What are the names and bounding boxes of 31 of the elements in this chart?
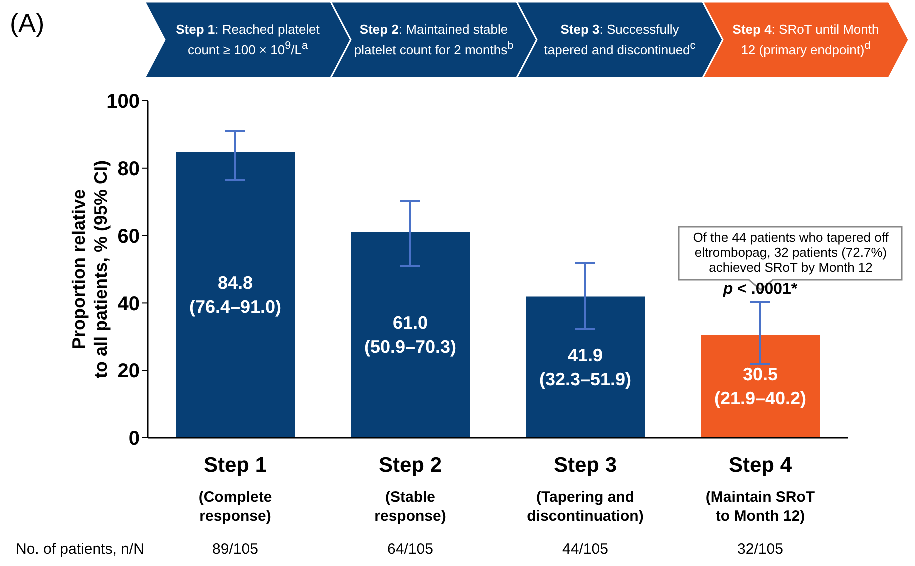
x-tick-label: Step 4 (Maintain SRoT to Month 12) xyxy=(706,454,816,525)
text: Step 3: Successfully tapered and discontinued$^{c}$ xyxy=(543,22,697,58)
bar xyxy=(526,296,645,438)
bar xyxy=(351,232,470,438)
annotation: p < .0001* xyxy=(722,280,799,299)
text: Step 2: Maintained stable platelet count for 2 months$^{b}$ xyxy=(353,22,515,58)
text: 64/105 xyxy=(386,541,434,558)
y-axis-title: Proportion relative to all patients, % (95% CI) xyxy=(69,160,111,379)
y-tick-label: 80 xyxy=(118,158,140,180)
data-label: 61.0 (50.9–70.3) xyxy=(364,313,457,358)
x-tick-label: Step 2 (Stable response) xyxy=(374,454,446,525)
text: No. of patients, n/N xyxy=(16,541,144,558)
annotation: Of the 44 patients who tapered off eltrombopag, 32 patients (72.7%) achieved SRoT by Month 12 xyxy=(692,230,890,275)
bar xyxy=(176,152,295,438)
data-label: 41.9 (32.3–51.9) xyxy=(539,345,632,390)
text: 44/105 xyxy=(562,541,610,558)
y-tick-label: 100 xyxy=(106,91,140,114)
y-tick-label: 40 xyxy=(118,293,140,316)
data-label: 30.5 (21.9–40.2) xyxy=(714,364,807,409)
data-label: 84.8 (76.4–91.0) xyxy=(189,273,282,318)
x-tick-label: Step 3 (Tapering and discontinuation) xyxy=(527,454,644,525)
y-tick-label: 0 xyxy=(128,428,140,450)
text: Step 1: Reached platelet count ≥ 100 × 10$^{9}$/L$^{a}$ xyxy=(175,22,321,58)
y-tick-label: 60 xyxy=(118,226,140,248)
y-tick-label: 20 xyxy=(118,360,140,383)
x-tick-label: Step 1 (Complete response) xyxy=(198,454,272,525)
text: (A) xyxy=(10,8,45,39)
bar xyxy=(701,335,820,438)
text: 89/105 xyxy=(212,541,260,558)
text: 32/105 xyxy=(736,541,784,558)
text: Step 4: SRoT until Month 12 (primary endpoint)$^{d}$ xyxy=(732,22,880,58)
